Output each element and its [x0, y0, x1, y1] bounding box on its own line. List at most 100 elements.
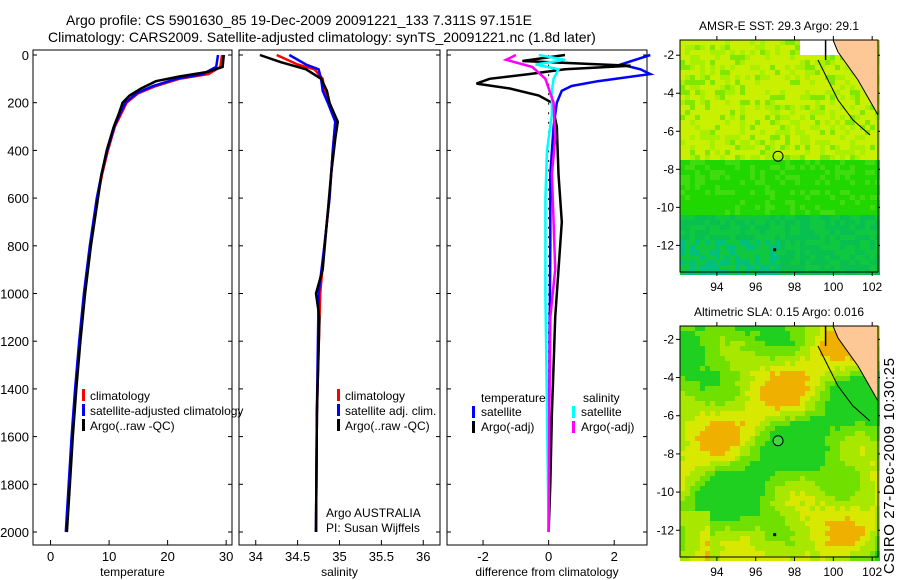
map-frame	[679, 39, 879, 273]
map-cell	[705, 70, 710, 75]
map-cell	[795, 220, 800, 225]
map-cell	[690, 65, 695, 70]
map-cell	[690, 536, 695, 541]
map-cell	[765, 230, 770, 235]
map-cell	[735, 461, 740, 466]
map-cell	[835, 371, 840, 376]
map-cell	[755, 205, 760, 210]
map-cell	[735, 125, 740, 130]
map-cell	[805, 170, 810, 175]
map-cell	[810, 120, 815, 125]
map-cell	[755, 486, 760, 491]
map-cell	[860, 486, 865, 491]
map-cell	[735, 255, 740, 260]
map-cell	[730, 416, 735, 421]
map-cell	[850, 511, 855, 516]
map-cell	[855, 401, 860, 406]
map-cell	[700, 200, 705, 205]
map-cell	[770, 90, 775, 95]
map-cell	[690, 170, 695, 175]
map-cell	[760, 190, 765, 195]
map-cell	[700, 421, 705, 426]
map-cell	[690, 205, 695, 210]
map-cell	[680, 50, 685, 55]
map-cell	[680, 235, 685, 240]
map-cell	[730, 466, 735, 471]
map-cell	[745, 526, 750, 531]
map-cell	[710, 120, 715, 125]
map-cell	[685, 386, 690, 391]
map-cell	[730, 366, 735, 371]
map-cell	[700, 140, 705, 145]
map-cell	[830, 150, 835, 155]
map-cell	[805, 376, 810, 381]
map-cell	[720, 481, 725, 486]
map-cell	[800, 50, 805, 55]
map-cell	[770, 220, 775, 225]
map-cell	[855, 526, 860, 531]
map-cell	[715, 175, 720, 180]
map-cell	[830, 511, 835, 516]
map-cell	[765, 140, 770, 145]
map-cell	[755, 546, 760, 551]
map-cell	[680, 90, 685, 95]
map-cell	[870, 265, 875, 270]
map-cell	[820, 326, 825, 331]
map-cell	[715, 45, 720, 50]
map-cell	[710, 496, 715, 501]
map-cell	[815, 471, 820, 476]
map-cell	[805, 240, 810, 245]
map-cell	[680, 351, 685, 356]
map-cell	[695, 446, 700, 451]
map-cell	[730, 396, 735, 401]
map-cell	[740, 381, 745, 386]
map-cell	[775, 45, 780, 50]
map-cell	[810, 110, 815, 115]
map-cell	[790, 496, 795, 501]
map-cell	[755, 185, 760, 190]
map-cell	[750, 431, 755, 436]
map-cell	[775, 215, 780, 220]
map-cell	[730, 40, 735, 45]
map-cell	[700, 230, 705, 235]
map-cell	[795, 376, 800, 381]
map-cell	[820, 391, 825, 396]
map-cell	[815, 346, 820, 351]
x-tick-label: 2	[611, 549, 618, 564]
map-cell	[840, 90, 845, 95]
map-cell	[855, 466, 860, 471]
map-cell	[745, 476, 750, 481]
map-cell	[740, 40, 745, 45]
map-cell	[700, 486, 705, 491]
map-cell	[870, 481, 875, 486]
map-cell	[770, 531, 775, 536]
map-cell	[800, 150, 805, 155]
map-cell	[830, 225, 835, 230]
map-cell	[700, 381, 705, 386]
map-cell	[785, 225, 790, 230]
map-cell	[680, 556, 685, 561]
map-cell	[830, 80, 835, 85]
map-cell	[825, 516, 830, 521]
map-cell	[780, 95, 785, 100]
map-cell	[710, 471, 715, 476]
map-cell	[825, 501, 830, 506]
map-cell	[735, 396, 740, 401]
map-cell	[685, 175, 690, 180]
map-cell	[810, 511, 815, 516]
map-cell	[770, 80, 775, 85]
map-cell	[810, 245, 815, 250]
map-cell	[755, 70, 760, 75]
map-cell	[735, 426, 740, 431]
map-cell	[825, 220, 830, 225]
map-cell	[795, 250, 800, 255]
map-cell	[780, 145, 785, 150]
map-cell	[690, 531, 695, 536]
map-cell	[765, 426, 770, 431]
map-cell	[720, 396, 725, 401]
map-cell	[790, 170, 795, 175]
map-cell	[785, 426, 790, 431]
map-cell	[715, 60, 720, 65]
map-cell	[830, 461, 835, 466]
map-cell	[780, 150, 785, 155]
